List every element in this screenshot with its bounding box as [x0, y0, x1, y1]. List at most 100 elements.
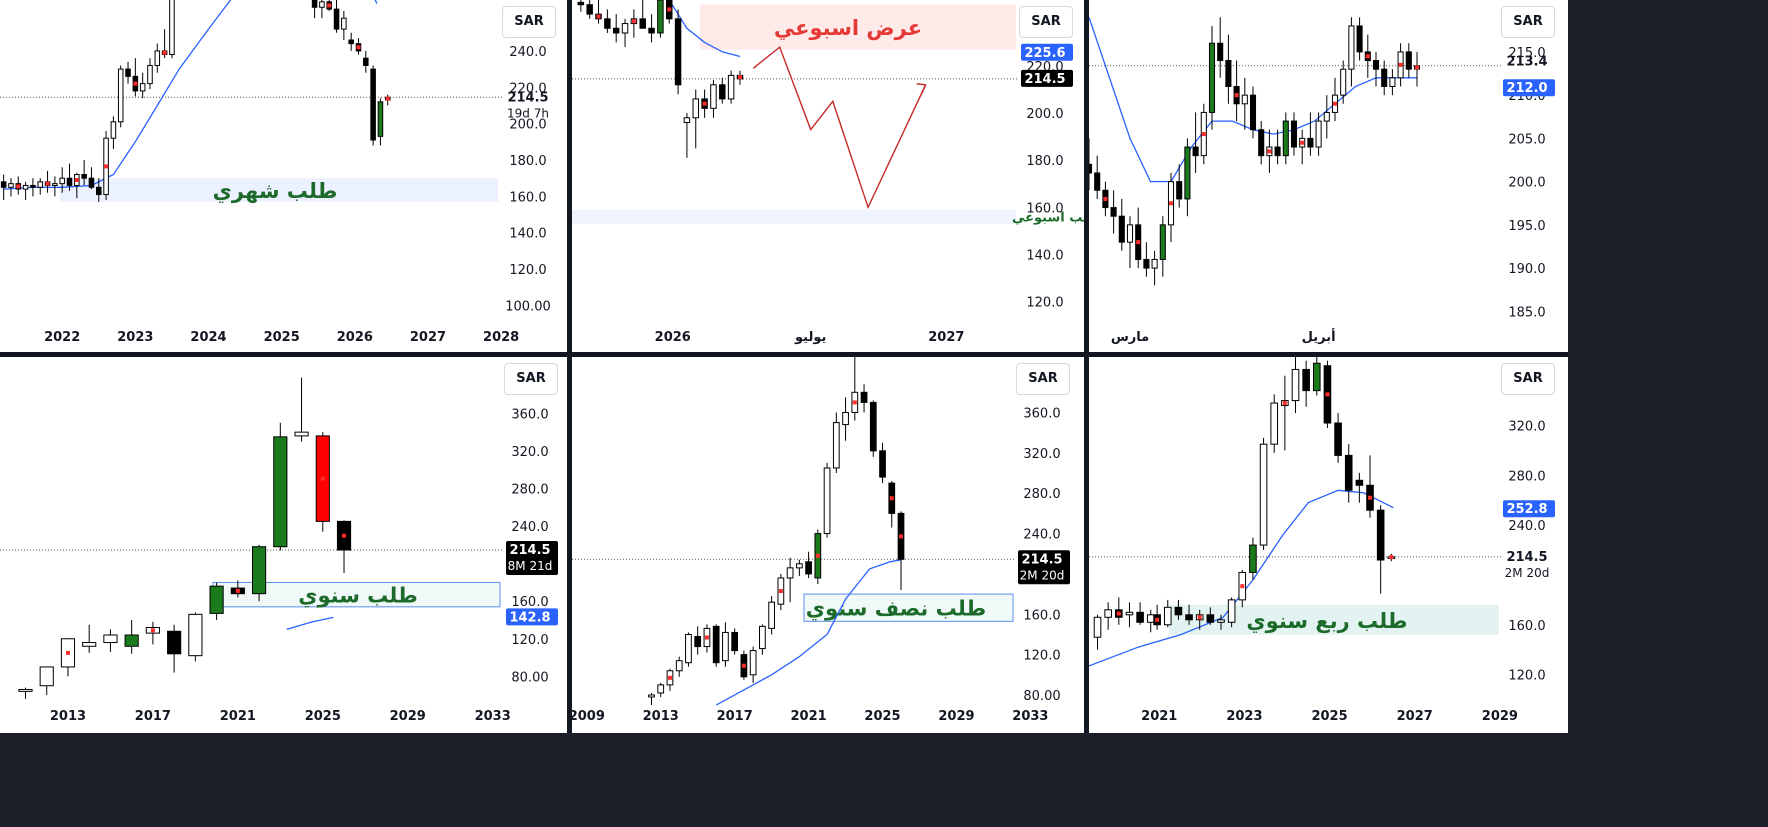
candle[interactable] — [1227, 597, 1236, 628]
candle[interactable] — [621, 18, 629, 48]
candle[interactable] — [103, 130, 109, 200]
candle[interactable] — [1233, 60, 1240, 122]
moving-average-line[interactable] — [370, 0, 378, 4]
candle[interactable] — [1387, 553, 1396, 562]
candle[interactable] — [167, 624, 182, 673]
candle[interactable] — [1340, 60, 1347, 104]
candle[interactable] — [336, 520, 352, 574]
candle[interactable] — [0, 174, 7, 200]
ma-price-tag[interactable]: 212.0 — [1503, 79, 1555, 97]
candle[interactable] — [39, 666, 54, 696]
candle[interactable] — [145, 621, 160, 645]
candle[interactable] — [795, 559, 803, 576]
candle[interactable] — [777, 573, 785, 611]
chart-panel-daily[interactable]: 215.0 210.0 205.0 200.0 195.0 190.0 185.0 مارس أ… — [1089, 0, 1568, 352]
candle[interactable] — [1249, 537, 1257, 580]
candle[interactable] — [1115, 597, 1123, 625]
chart-svg-quarterly[interactable]: طلب ربع سنوي 320.0 280.0 240.0 160.0 120.0 202… — [1089, 357, 1568, 733]
candle[interactable] — [851, 357, 859, 421]
demand-zone-weekly[interactable] — [572, 209, 1016, 224]
chart-panel-quarterly[interactable]: طلب ربع سنوي 320.0 280.0 240.0 160.0 120.0 202… — [1089, 357, 1568, 733]
candle[interactable] — [1249, 86, 1257, 139]
candle[interactable] — [1135, 207, 1142, 269]
candle[interactable] — [727, 70, 735, 104]
last-price-tag[interactable]: 214.52M 20d — [1018, 550, 1070, 585]
candle[interactable] — [1241, 77, 1248, 130]
candle[interactable] — [44, 170, 51, 193]
candle[interactable] — [15, 176, 22, 195]
candle[interactable] — [154, 43, 161, 73]
candle[interactable] — [1126, 216, 1134, 269]
candle[interactable] — [1312, 357, 1321, 396]
candle[interactable] — [666, 668, 674, 691]
candle[interactable] — [1217, 17, 1224, 78]
candle[interactable] — [1208, 25, 1216, 130]
moving-average-line[interactable] — [652, 0, 741, 58]
candle[interactable] — [59, 167, 65, 193]
candle[interactable] — [823, 462, 831, 538]
candle[interactable] — [674, 9, 682, 95]
candle[interactable] — [147, 58, 153, 90]
candle[interactable] — [719, 77, 726, 104]
candle[interactable] — [1200, 103, 1207, 165]
candle[interactable] — [759, 624, 766, 655]
candle[interactable] — [1163, 599, 1172, 628]
candle[interactable] — [694, 626, 702, 655]
candle[interactable] — [1159, 216, 1166, 277]
candle[interactable] — [1397, 43, 1404, 87]
candle[interactable] — [1192, 112, 1199, 173]
candle[interactable] — [37, 178, 44, 195]
candle[interactable] — [1185, 604, 1193, 625]
candle[interactable] — [665, 0, 673, 24]
candle[interactable] — [18, 687, 33, 699]
last-price-tag[interactable]: 214.58M 21d — [506, 541, 558, 576]
candle[interactable] — [1143, 242, 1150, 277]
candle[interactable] — [657, 682, 665, 697]
candle[interactable] — [1405, 43, 1412, 78]
candle[interactable] — [1238, 569, 1247, 608]
candle[interactable] — [814, 529, 822, 585]
candle[interactable] — [786, 557, 794, 603]
ma-price-tag[interactable]: 142.8 — [506, 608, 558, 626]
candle[interactable] — [586, 0, 593, 19]
candle[interactable] — [731, 628, 739, 655]
candle[interactable] — [1348, 17, 1355, 87]
candle[interactable] — [1153, 604, 1161, 630]
candle[interactable] — [30, 178, 36, 197]
candle[interactable] — [124, 619, 139, 654]
vertical-divider-left[interactable] — [567, 0, 572, 733]
candle[interactable] — [888, 481, 896, 528]
candle[interactable] — [1102, 181, 1109, 217]
candle[interactable] — [1413, 51, 1421, 87]
candle[interactable] — [66, 163, 73, 191]
candle[interactable] — [384, 94, 391, 106]
candle[interactable] — [749, 646, 757, 683]
candle[interactable] — [22, 181, 29, 200]
candle[interactable] — [675, 656, 683, 677]
candle[interactable] — [1315, 112, 1322, 156]
candle[interactable] — [1195, 609, 1204, 630]
chart-svg-weekly[interactable]: عرض اسبوعيطلب اسبوعي220.0200.0180.0160.0… — [572, 0, 1084, 352]
candle[interactable] — [648, 14, 655, 43]
candle[interactable] — [692, 89, 700, 149]
candle[interactable] — [294, 377, 309, 442]
candle[interactable] — [1184, 138, 1191, 217]
candle[interactable] — [1372, 51, 1380, 87]
candle[interactable] — [897, 511, 905, 591]
candle[interactable] — [1389, 69, 1396, 96]
currency-label[interactable]: SAR — [502, 6, 556, 38]
chart-svg-yearly[interactable]: طلب سنوي400.0360.0320.0280.0240.0160.012… — [0, 357, 567, 733]
candle[interactable] — [869, 400, 877, 457]
candle[interactable] — [1136, 602, 1144, 625]
candle[interactable] — [1290, 112, 1298, 156]
candle[interactable] — [230, 580, 245, 598]
candle[interactable] — [1274, 129, 1281, 165]
moving-average-line[interactable] — [286, 616, 334, 631]
candle[interactable] — [60, 638, 76, 677]
candle[interactable] — [1299, 129, 1306, 165]
candle[interactable] — [161, 29, 168, 59]
candle[interactable] — [82, 624, 97, 653]
candle[interactable] — [1355, 472, 1364, 503]
